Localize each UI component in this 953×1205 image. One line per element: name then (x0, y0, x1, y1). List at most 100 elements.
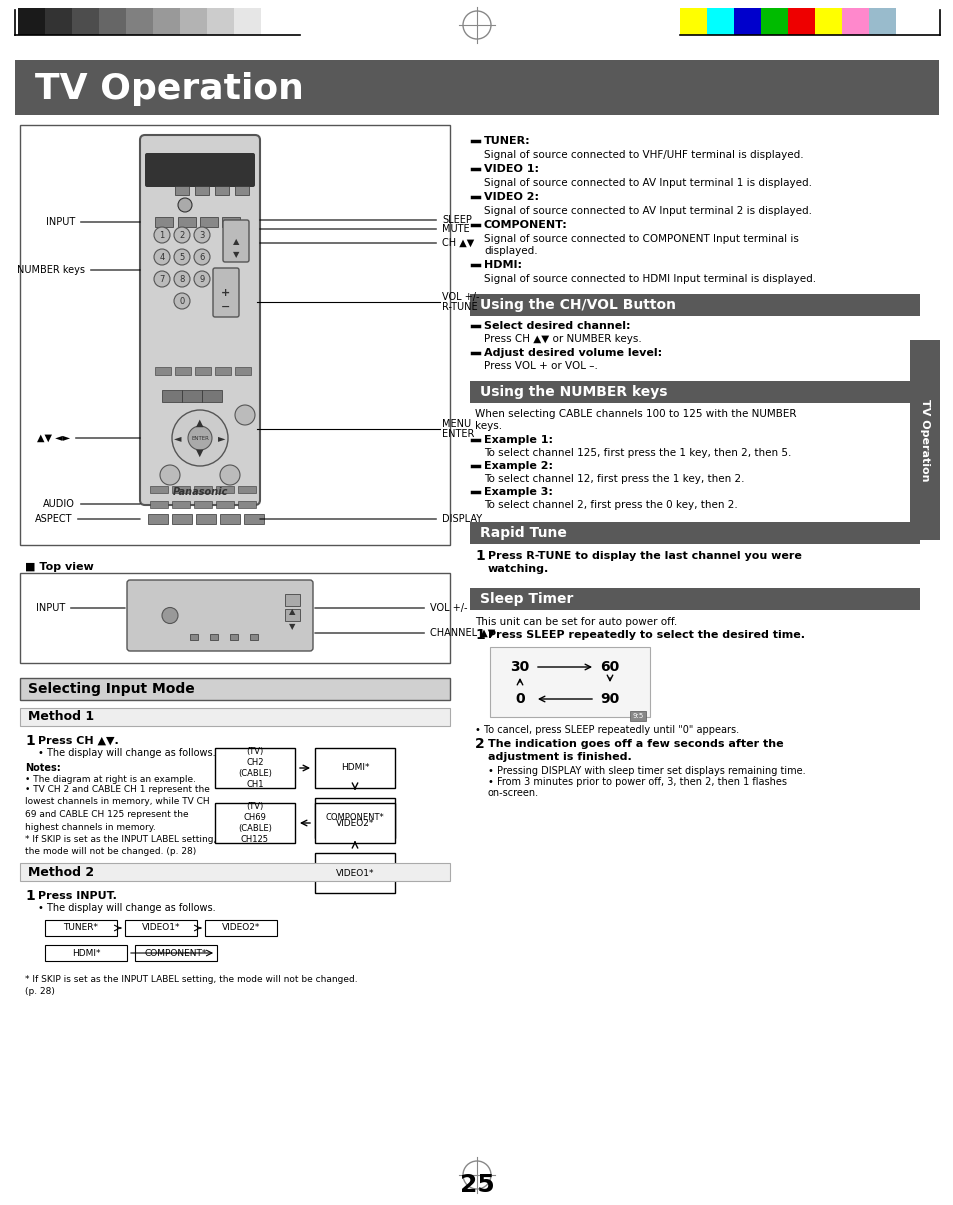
Bar (205, 919, 276, 936)
Text: ►: ► (218, 433, 226, 443)
Text: 8: 8 (179, 275, 185, 283)
Text: Press INPUT.: Press INPUT. (38, 890, 117, 901)
Bar (222, 217, 240, 227)
Bar (178, 217, 195, 227)
Bar (45, 945, 127, 962)
Text: Notes:: Notes: (25, 763, 61, 772)
Circle shape (172, 410, 228, 466)
Circle shape (173, 249, 190, 265)
Bar (314, 748, 395, 788)
Bar (215, 486, 233, 493)
Text: ▲▼ ◄►: ▲▼ ◄► (37, 433, 140, 443)
Bar (20, 709, 450, 725)
Text: 60: 60 (599, 660, 619, 674)
Bar (470, 588, 919, 610)
Text: Method 1: Method 1 (28, 711, 94, 723)
Bar (20, 125, 450, 545)
Bar (314, 798, 395, 837)
Bar (314, 803, 395, 844)
Text: VIDEO1*: VIDEO1* (335, 869, 374, 877)
Text: HDMI*: HDMI* (340, 764, 369, 772)
Text: INPUT: INPUT (46, 217, 140, 227)
Text: 1: 1 (159, 230, 165, 240)
Circle shape (153, 227, 170, 243)
Circle shape (162, 607, 178, 623)
Bar (220, 515, 240, 524)
Circle shape (173, 227, 190, 243)
Text: keys.: keys. (475, 421, 501, 431)
Bar (195, 515, 215, 524)
Bar (237, 486, 255, 493)
Text: • The display will change as follows.: • The display will change as follows. (38, 903, 215, 913)
Text: Example 2:: Example 2: (483, 462, 553, 471)
Text: Signal of source connected to AV Input terminal 1 is displayed.: Signal of source connected to AV Input t… (483, 178, 811, 188)
Text: Signal of source connected to AV Input terminal 2 is displayed.: Signal of source connected to AV Input t… (483, 206, 811, 216)
Text: 3: 3 (199, 230, 205, 240)
Bar (629, 711, 645, 721)
Text: VOL +/-: VOL +/- (441, 292, 479, 302)
Text: VIDEO 2:: VIDEO 2: (483, 192, 538, 202)
Text: • TV CH 2 and CABLE CH 1 represent the
lowest channels in memory, while TV CH
69: • TV CH 2 and CABLE CH 1 represent the l… (25, 784, 210, 831)
Text: TV Operation: TV Operation (35, 72, 304, 106)
Text: 9:5: 9:5 (632, 713, 643, 719)
Text: adjustment is finished.: adjustment is finished. (488, 752, 631, 762)
Text: * If SKIP is set as the INPUT LABEL setting,
the mode will not be changed. (p. 2: * If SKIP is set as the INPUT LABEL sett… (25, 835, 216, 857)
Bar (15, 60, 938, 114)
Text: TV Operation: TV Operation (919, 399, 929, 481)
Bar (148, 515, 168, 524)
Circle shape (188, 427, 212, 449)
Text: Press CH ▲▼.: Press CH ▲▼. (38, 736, 118, 746)
Text: 0: 0 (515, 692, 524, 706)
Bar (18, 8, 45, 35)
Text: Selecting Input Mode: Selecting Input Mode (28, 682, 194, 696)
Bar (244, 515, 264, 524)
Text: Press R-TUNE to display the last channel you were: Press R-TUNE to display the last channel… (488, 551, 801, 562)
Text: SLEEP: SLEEP (259, 214, 472, 225)
Circle shape (193, 271, 210, 287)
Text: Press SLEEP repeatedly to select the desired time.: Press SLEEP repeatedly to select the des… (488, 630, 804, 640)
FancyBboxPatch shape (140, 135, 260, 505)
Text: Using the NUMBER keys: Using the NUMBER keys (479, 386, 667, 399)
Bar (162, 390, 182, 402)
FancyBboxPatch shape (127, 580, 313, 651)
Bar (194, 368, 211, 375)
Text: Rapid Tune: Rapid Tune (479, 527, 566, 540)
Text: 30: 30 (510, 660, 529, 674)
Bar (174, 368, 191, 375)
Bar (233, 8, 261, 35)
Text: 9: 9 (199, 275, 204, 283)
Text: ▼: ▼ (289, 622, 294, 631)
Text: 7: 7 (159, 275, 165, 283)
Text: VIDEO2*: VIDEO2* (222, 923, 260, 933)
Text: 25: 25 (459, 1172, 494, 1197)
Bar (868, 8, 895, 35)
Text: ENTER: ENTER (441, 429, 474, 439)
Bar (679, 8, 706, 35)
Bar (126, 8, 152, 35)
Text: HDMI:: HDMI: (483, 260, 521, 270)
Text: • The diagram at right is an example.: • The diagram at right is an example. (25, 775, 195, 784)
Bar (214, 368, 231, 375)
Text: 5: 5 (179, 253, 185, 261)
Bar (841, 8, 868, 35)
Bar (230, 634, 237, 640)
Text: 90: 90 (599, 692, 619, 706)
Circle shape (178, 198, 192, 212)
Text: CHANNEL ▲▼: CHANNEL ▲▼ (314, 628, 495, 637)
Bar (285, 609, 299, 621)
Text: NUMBER keys: NUMBER keys (17, 265, 140, 275)
Text: ENTER: ENTER (191, 435, 209, 441)
Text: INPUT: INPUT (35, 602, 125, 613)
Text: To select channel 12, first press the 1 key, then 2.: To select channel 12, first press the 1 … (483, 474, 743, 484)
Bar (733, 8, 760, 35)
Bar (174, 186, 189, 195)
FancyBboxPatch shape (223, 221, 249, 261)
Bar (135, 945, 216, 962)
Bar (150, 501, 168, 509)
Bar (237, 501, 255, 509)
Text: Signal of source connected to VHF/UHF terminal is displayed.: Signal of source connected to VHF/UHF te… (483, 149, 802, 160)
Text: (TV)
CH2
(CABLE)
CH1: (TV) CH2 (CABLE) CH1 (238, 747, 272, 789)
Bar (234, 368, 251, 375)
Text: CH ▲▼: CH ▲▼ (259, 239, 474, 248)
Bar (99, 8, 126, 35)
